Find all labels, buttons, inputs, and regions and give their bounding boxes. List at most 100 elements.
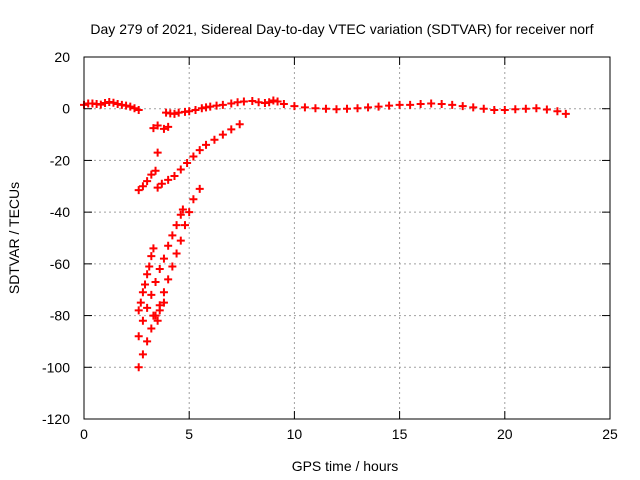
- x-tick-label: 20: [497, 426, 513, 442]
- data-point: [248, 96, 257, 105]
- data-point: [153, 183, 162, 192]
- data-point: [176, 210, 185, 219]
- data-point: [343, 104, 351, 113]
- data-point: [134, 186, 143, 195]
- data-point: [185, 208, 194, 217]
- data-point: [172, 249, 181, 258]
- y-tick-label: -100: [42, 359, 70, 375]
- data-point: [164, 275, 173, 284]
- data-point: [542, 105, 551, 114]
- data-point: [141, 280, 150, 289]
- data-point: [159, 298, 168, 307]
- data-point: [279, 100, 288, 109]
- data-point: [153, 316, 162, 325]
- data-point: [138, 182, 147, 191]
- x-tick-label: 0: [80, 426, 88, 442]
- y-tick-label: -80: [50, 308, 70, 324]
- data-point: [126, 102, 135, 111]
- data-point: [189, 195, 198, 204]
- data-point: [168, 231, 177, 240]
- data-point: [195, 146, 204, 155]
- data-point: [143, 303, 152, 312]
- data-point: [101, 99, 110, 108]
- x-tick-label: 15: [392, 426, 408, 442]
- data-point: [416, 100, 425, 109]
- data-point: [273, 97, 282, 106]
- chart-title: Day 279 of 2021, Sidereal Day-to-day VTE…: [90, 21, 593, 37]
- data-point: [159, 288, 168, 297]
- data-point: [151, 277, 160, 286]
- data-point: [149, 124, 158, 133]
- data-point: [189, 152, 198, 161]
- x-tick-label: 10: [287, 426, 303, 442]
- data-point: [138, 350, 147, 359]
- data-point: [239, 97, 248, 106]
- data-point: [406, 100, 415, 109]
- data-point: [218, 130, 227, 139]
- data-point: [147, 324, 156, 333]
- data-point: [149, 244, 158, 253]
- data-point: [138, 288, 147, 297]
- data-point: [180, 221, 189, 230]
- x-axis-title: GPS time / hours: [292, 458, 399, 474]
- data-point: [185, 107, 194, 116]
- data-point: [147, 252, 156, 261]
- data-point: [176, 165, 185, 174]
- x-tick-label: 5: [185, 426, 193, 442]
- data-point: [290, 102, 299, 111]
- data-point: [164, 241, 173, 250]
- data-point: [490, 106, 499, 115]
- data-points: [80, 96, 570, 372]
- data-point: [143, 270, 152, 279]
- data-point: [134, 106, 143, 115]
- data-point: [183, 159, 192, 168]
- data-point: [269, 96, 278, 105]
- data-point: [235, 120, 244, 129]
- data-point: [265, 98, 274, 107]
- data-point: [448, 100, 457, 109]
- data-point: [96, 100, 105, 109]
- data-point: [395, 100, 404, 109]
- data-point: [553, 107, 562, 116]
- y-tick-label: 20: [54, 49, 70, 65]
- data-point: [195, 184, 204, 193]
- data-point: [143, 337, 152, 346]
- data-point: [170, 171, 179, 180]
- data-point: [532, 104, 541, 113]
- x-tick-label: 25: [602, 426, 618, 442]
- y-tick-label: -120: [42, 411, 70, 427]
- data-point: [147, 170, 156, 179]
- data-point: [364, 103, 373, 112]
- data-point: [300, 103, 309, 112]
- data-point: [151, 311, 160, 320]
- data-point: [157, 179, 166, 188]
- data-point: [561, 109, 570, 118]
- data-point: [155, 265, 164, 274]
- data-point: [138, 316, 147, 325]
- data-point: [122, 101, 131, 110]
- data-point: [151, 166, 160, 175]
- data-point: [437, 100, 446, 109]
- data-point: [374, 102, 383, 111]
- y-axis-title: SDTVAR / TECUs: [6, 182, 22, 294]
- data-point: [159, 124, 168, 133]
- data-point: [130, 104, 139, 113]
- data-point: [178, 205, 187, 214]
- y-tick-label: -20: [50, 152, 70, 168]
- data-point: [427, 99, 436, 108]
- data-point: [206, 102, 215, 111]
- data-point: [147, 290, 156, 299]
- data-point: [153, 148, 162, 157]
- data-point: [168, 262, 177, 271]
- tick-labels: 0 5 10 15 20 25 -120 -100 -80 -60 -40 -20 0 20: [42, 49, 618, 442]
- data-point: [227, 125, 236, 134]
- data-point: [155, 301, 164, 310]
- data-point: [500, 106, 509, 115]
- data-point: [218, 100, 227, 109]
- axis-ticks: [83, 56, 611, 420]
- data-point: [521, 104, 530, 113]
- data-point: [385, 101, 394, 110]
- data-point: [134, 332, 143, 341]
